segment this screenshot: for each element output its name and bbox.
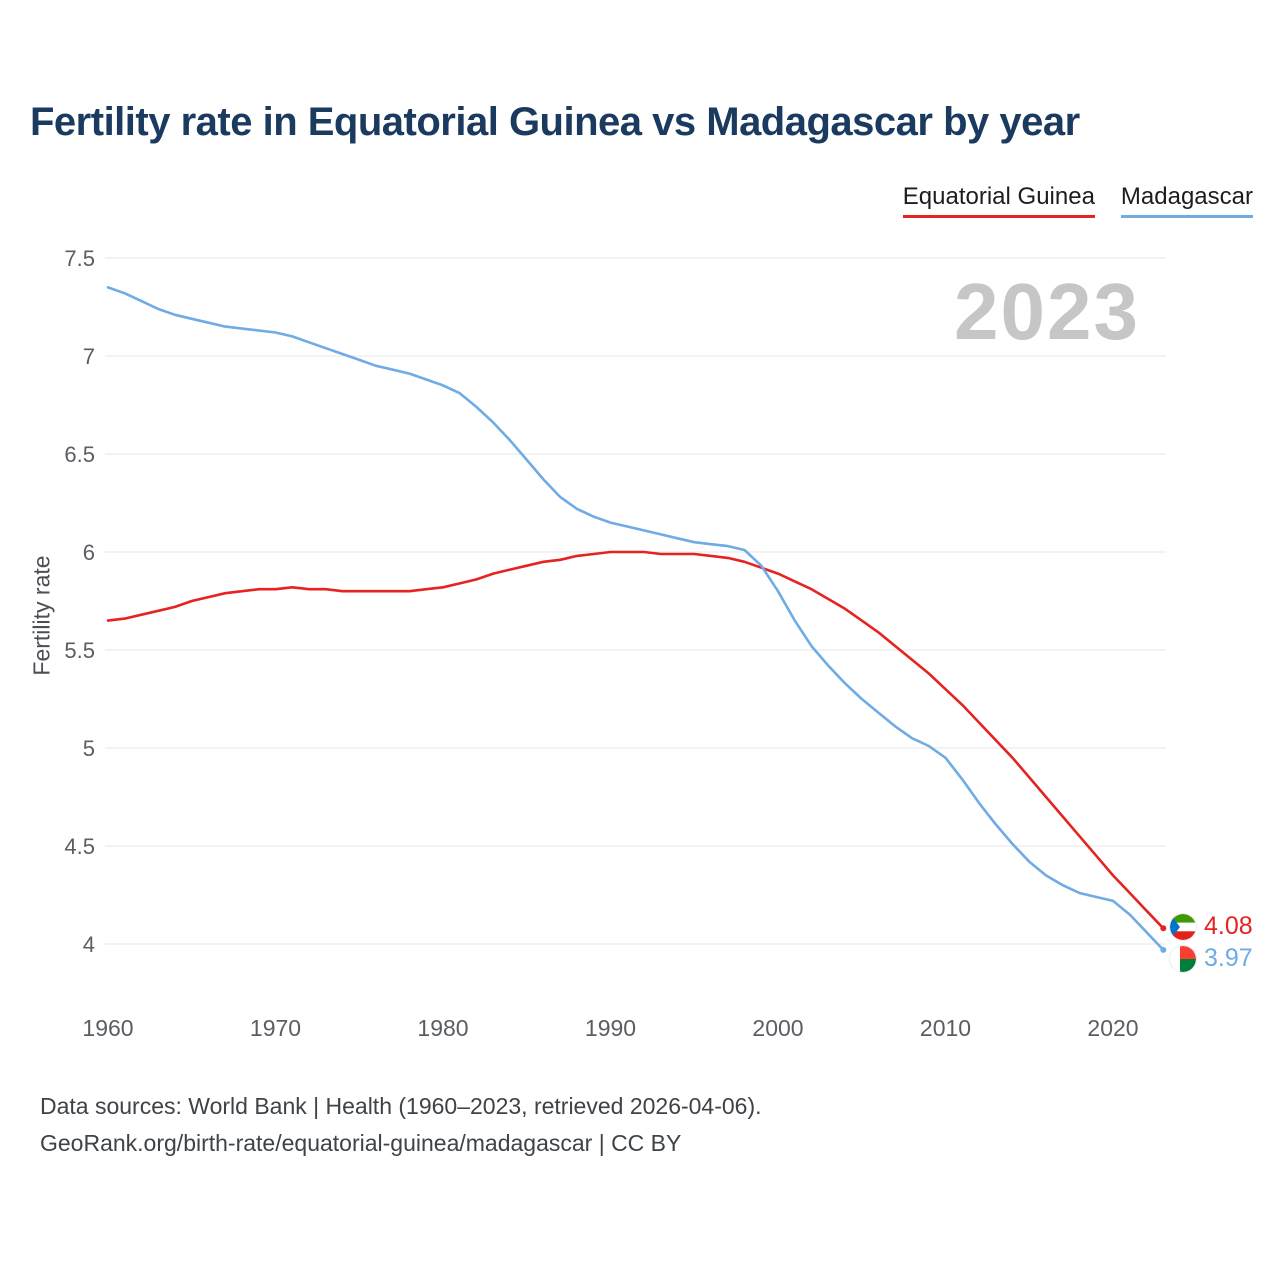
y-tick-label: 7.5 <box>64 246 95 271</box>
series-endpoint-equatorial-guinea <box>1160 925 1167 932</box>
y-tick-label: 4.5 <box>64 834 95 859</box>
series-line-madagascar <box>106 286 1165 952</box>
legend-item-equatorial-guinea[interactable]: Equatorial Guinea <box>902 183 1095 218</box>
equatorial-guinea-flag-icon <box>1170 913 1196 940</box>
series-endpoint-madagascar <box>1160 946 1167 953</box>
footer: Data sources: World Bank | Health (1960–… <box>40 1088 762 1162</box>
y-tick-label: 5.5 <box>64 638 95 663</box>
watermark-year: 2023 <box>954 267 1140 356</box>
legend-item-madagascar[interactable]: Madagascar <box>1120 183 1253 218</box>
madagascar-flag-icon <box>1170 945 1196 972</box>
y-tick-label: 5 <box>83 736 95 761</box>
x-tick-label: 1980 <box>417 1015 468 1041</box>
chart-title: Fertility rate in Equatorial Guinea vs M… <box>30 100 1080 144</box>
attribution-text: GeoRank.org/birth-rate/equatorial-guinea… <box>40 1130 682 1156</box>
y-tick-label: 6 <box>83 540 95 565</box>
end-value-equatorial-guinea: 4.08 <box>1204 912 1253 940</box>
x-tick-label: 1990 <box>585 1015 636 1041</box>
x-tick-label: 2010 <box>920 1015 971 1041</box>
end-label-equatorial-guinea: 4.08 <box>1170 912 1253 941</box>
y-tick-label: 6.5 <box>64 442 95 467</box>
x-tick-label: 2000 <box>752 1015 803 1041</box>
end-value-madagascar: 3.97 <box>1204 944 1253 972</box>
legend: Equatorial Guinea Madagascar <box>902 183 1253 218</box>
end-label-madagascar: 3.97 <box>1170 944 1253 973</box>
x-tick-label: 2020 <box>1087 1015 1138 1041</box>
chart-canvas: 7.5 7 6.5 6 5.5 5 4.5 4 1960 1970 1980 1990 2000 2010… <box>64 246 1167 1041</box>
x-tick-label: 1970 <box>250 1015 301 1041</box>
data-sources-text: Data sources: World Bank | Health (1960–… <box>40 1093 762 1119</box>
y-tick-label: 4 <box>83 932 95 957</box>
x-tick-label: 1960 <box>82 1015 133 1041</box>
series-line-equatorial-guinea <box>106 550 1165 930</box>
y-tick-label: 7 <box>83 344 95 369</box>
